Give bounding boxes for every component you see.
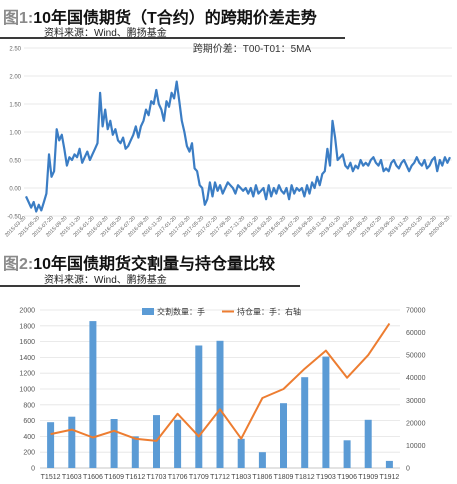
delivery-volume-bar [343, 440, 351, 468]
spread-series-line [25, 80, 451, 213]
chart2-y2-tick-label: 50000 [406, 353, 426, 360]
chart2-x-tick-label: T1612 [125, 474, 145, 481]
delivery-volume-bar [195, 345, 203, 468]
chart2-y-tick-label: 2000 [19, 308, 35, 315]
chart1-y-tick-label: 2.00 [9, 75, 21, 81]
figure2-label: 图2: [3, 256, 34, 273]
legend-line-label: 持仓量：手：右轴 [237, 307, 301, 317]
chart2-x-tick-label: T1809 [274, 474, 294, 481]
delivery-volume-bar [280, 403, 287, 468]
chart1-y-tick-label: 1.50 [9, 103, 21, 109]
delivery-volume-bar [237, 438, 245, 468]
chart2-x-tick-label: T1709 [189, 474, 209, 481]
delivery-volume-bar [216, 340, 224, 468]
delivery-volume-bar [385, 460, 393, 468]
chart1-y-tick-label: -0.50 [7, 215, 21, 221]
figure1-title-text: 10年国债期货（T合约）的跨期价差走势 [33, 10, 317, 27]
chart2-y-tick-label: 1000 [19, 387, 35, 394]
chart2-x-tick-label: T1806 [252, 474, 272, 481]
chart2-y-tick-label: 800 [23, 402, 35, 409]
figure2-source: 资料来源：Wind、鹏扬基金 [44, 275, 167, 286]
chart2-x-tick-label: T1812 [295, 474, 315, 481]
legend-bar-swatch [142, 308, 154, 315]
delivery-volume-bar [68, 416, 76, 468]
figure2-rule [0, 285, 300, 287]
chart2-x-tick-label: T1712 [210, 474, 230, 481]
chart2-y-tick-label: 200 [23, 450, 35, 457]
chart2-x-tick-label: T1703 [147, 474, 167, 481]
chart2-y2-tick-label: 20000 [406, 420, 426, 427]
delivery-volume-bar [364, 419, 372, 468]
delivery-volume-bar [89, 321, 97, 468]
chart2-y2-tick-label: 70000 [406, 308, 426, 315]
delivery-volume-bar [258, 452, 266, 468]
figure2-title: 图2:10年国债期货交割量与持仓量比较 [3, 250, 275, 274]
chart2-y2-tick-label: 0 [406, 466, 410, 473]
chart2-y-tick-label: 400 [23, 434, 35, 441]
chart1-y-tick-label: 2.50 [9, 47, 21, 53]
chart2-y2-tick-label: 10000 [406, 443, 426, 450]
chart2-y-tick-label: 1600 [19, 339, 35, 346]
chart2-x-tick-label: T1803 [231, 474, 251, 481]
delivery-volume-bar [110, 419, 118, 468]
chart2-y2-tick-label: 30000 [406, 398, 426, 405]
figure1-source: 资料来源：Wind、鹏扬基金 [44, 28, 167, 39]
delivery-volume-bar [174, 419, 182, 468]
delivery-volume-bar [47, 422, 55, 468]
chart2-x-tick-label: T1909 [358, 474, 378, 481]
chart2-y-tick-label: 600 [23, 418, 35, 425]
chart1-y-tick-label: 0.00 [9, 187, 21, 193]
chart2-y-tick-label: 1200 [19, 371, 35, 378]
figure1-rule [0, 37, 345, 39]
figure1-label: 图1: [3, 10, 34, 27]
chart2-x-tick-label: T1903 [316, 474, 336, 481]
delivery-volume-bar [131, 436, 139, 468]
chart1-y-tick-label: 1.00 [9, 131, 21, 137]
chart2-y-tick-label: 1400 [19, 355, 35, 362]
chart1-legend-label: 跨期价差：T00-T01：5MA [193, 42, 312, 55]
chart2-x-tick-label: T1906 [337, 474, 357, 481]
chart2-x-tick-label: T1912 [379, 474, 399, 481]
delivery-volume-bar [301, 377, 309, 468]
figure1-line-chart: 2.502.001.501.000.500.00-0.50 2015-03-20… [4, 42, 452, 238]
figure1-title: 图1:10年国债期货（T合约）的跨期价差走势 [3, 4, 317, 28]
figure2-title-text: 10年国债期货交割量与持仓量比较 [33, 256, 276, 273]
open-interest-series-line [50, 322, 391, 442]
chart1-y-tick-label: 0.50 [9, 159, 21, 165]
chart2-y2-tick-label: 60000 [406, 330, 426, 337]
delivery-volume-bar [322, 356, 330, 468]
figure2-combo-chart: 0 200 400 600 800 1000 1200 1400 1600 1800 2000 0 1… [19, 307, 426, 482]
chart2-x-tick-label: T1706 [168, 474, 188, 481]
chart2-y-tick-label: 0 [31, 466, 35, 473]
chart2-x-tick-label: T1603 [62, 474, 82, 481]
chart2-x-tick-label: T1609 [104, 474, 124, 481]
chart2-x-tick-label: T1512 [41, 474, 61, 481]
chart2-y-tick-label: 1800 [19, 323, 35, 330]
chart2-x-tick-label: T1606 [83, 474, 103, 481]
legend-bar-label: 交割数量：手 [157, 307, 205, 317]
chart2-y2-tick-label: 40000 [406, 375, 426, 382]
